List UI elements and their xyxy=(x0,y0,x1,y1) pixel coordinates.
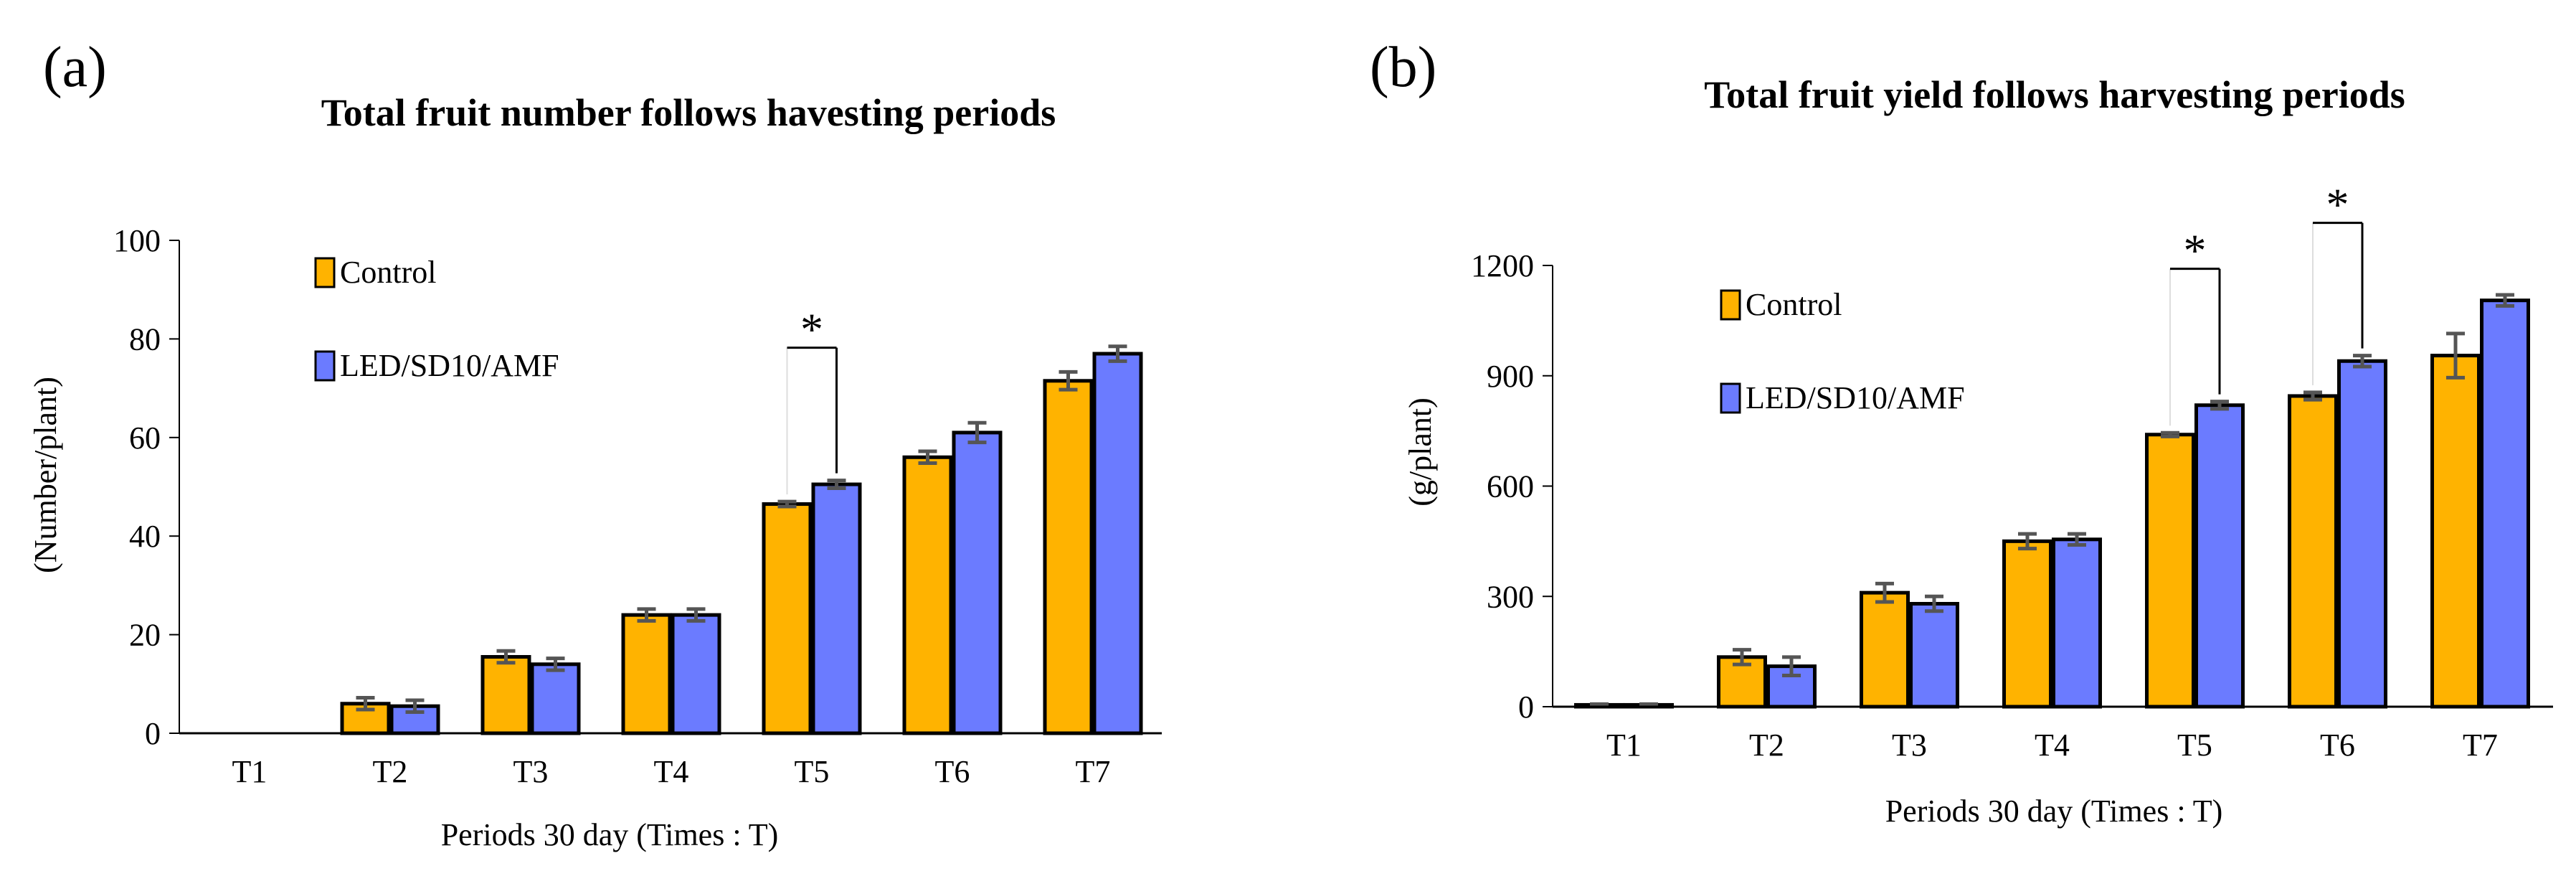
x-tick-label: T6 xyxy=(935,754,970,789)
y-tick-label: 0 xyxy=(1518,689,1534,725)
significance-label: * xyxy=(2184,225,2207,276)
error-bar xyxy=(2353,354,2372,369)
bar-led-sd10-amf-t5 xyxy=(2194,403,2245,709)
error-bar xyxy=(1733,648,1751,667)
x-tick-label: T6 xyxy=(2320,728,2355,763)
bar-led-sd10-amf-t6 xyxy=(952,430,1003,735)
bar-led-sd10-amf-t6 xyxy=(2337,359,2387,709)
significance-bracket-t5: * xyxy=(786,304,838,495)
bar-led-sd10-amf-t7 xyxy=(2480,298,2530,709)
error-bar xyxy=(2303,390,2322,402)
plot-area-a: 0 20 40 60 80 100 T1 T2 T3 T4 T5 T6 T7 Control LED/SD1… xyxy=(113,223,1162,789)
bar-led-sd10-amf-t4 xyxy=(2052,537,2102,709)
x-tick-label: T2 xyxy=(1749,728,1784,763)
bar-control-t4 xyxy=(621,613,672,735)
bar-led-sd10-amf-t7 xyxy=(1092,352,1143,735)
error-bar xyxy=(1059,369,1078,392)
x-tick-label: T2 xyxy=(373,754,408,789)
error-bar xyxy=(967,420,987,445)
bar-led-sd10-amf-t4 xyxy=(671,613,721,735)
y-tick-label: 20 xyxy=(129,618,161,653)
error-bar xyxy=(1639,702,1658,707)
y-axis-label-a: (Number/plant) xyxy=(28,377,63,573)
y-tick-label: 1200 xyxy=(1471,248,1534,283)
error-bar xyxy=(546,656,565,672)
error-bar xyxy=(1108,344,1127,363)
legend-label: Control xyxy=(340,255,436,290)
x-tick-label: T3 xyxy=(1892,728,1927,763)
bar-control-t7 xyxy=(2430,354,2481,709)
chart-title-a: Total fruit number follows havesting per… xyxy=(321,91,1056,134)
bar-control-t4 xyxy=(2002,539,2052,709)
x-axis-label-a: Periods 30 day (Times : T) xyxy=(441,817,779,852)
legend-swatch-control xyxy=(314,257,336,288)
bar-control-t5 xyxy=(2145,433,2195,709)
legend-label: Control xyxy=(1746,287,1842,322)
panel-label-a: (a) xyxy=(43,36,107,99)
bar-led-sd10-amf-t3 xyxy=(530,662,581,735)
error-bar xyxy=(2496,293,2514,308)
x-tick-label: T5 xyxy=(2177,728,2212,763)
error-bar xyxy=(777,499,797,509)
x-tick-label: T5 xyxy=(795,754,830,789)
y-axis-label-b: (g/plant) xyxy=(1403,397,1438,507)
chart-title-b: Total fruit yield follows harvesting per… xyxy=(1704,73,2405,116)
plot-area-b: 0 300 600 900 1200 T1 T2 T3 T4 T5 T6 T7 Control LED/S… xyxy=(1471,179,2553,763)
significance-bracket-t6: * xyxy=(2312,179,2364,385)
legend-label: LED/SD10/AMF xyxy=(1746,380,1965,415)
error-bar xyxy=(637,607,656,623)
significance-label: * xyxy=(800,304,823,355)
error-bar xyxy=(1590,702,1609,707)
y-tick-label: 900 xyxy=(1487,359,1534,394)
chart-panel-a: (a) Total fruit number follows havesting… xyxy=(28,36,1162,852)
y-tick-label: 600 xyxy=(1487,469,1534,504)
bar-control-t3 xyxy=(1860,590,1910,709)
y-tick-label: 60 xyxy=(129,420,161,456)
error-bar xyxy=(686,607,706,623)
x-axis-label-b: Periods 30 day (Times : T) xyxy=(1885,794,2223,829)
bar-led-sd10-amf-t3 xyxy=(1909,602,1959,709)
error-bar xyxy=(2068,532,2086,547)
error-bar xyxy=(496,649,516,665)
significance-label: * xyxy=(2326,179,2349,230)
legend-label: LED/SD10/AMF xyxy=(340,348,559,383)
error-bar xyxy=(2446,331,2465,380)
y-tick-label: 300 xyxy=(1487,579,1534,614)
y-tick-label: 100 xyxy=(113,223,161,258)
error-bar xyxy=(356,696,375,712)
error-bar xyxy=(2210,400,2229,411)
x-tick-label: T4 xyxy=(2035,728,2070,763)
y-tick-label: 40 xyxy=(129,519,161,554)
error-bar xyxy=(1875,581,1894,604)
x-tick-label: T3 xyxy=(513,754,549,789)
error-bar xyxy=(405,698,425,714)
bar-control-t3 xyxy=(480,655,531,735)
error-bar xyxy=(1925,594,1943,613)
legend-swatch-control xyxy=(1720,289,1741,321)
bar-control-t6 xyxy=(2288,394,2338,709)
error-bar xyxy=(1782,655,1801,677)
bar-control-t6 xyxy=(902,455,953,735)
bar-control-t5 xyxy=(762,502,813,735)
bar-led-sd10-amf-t5 xyxy=(811,482,862,735)
significance-bracket-t5: * xyxy=(2169,225,2221,426)
error-bar xyxy=(2161,430,2179,438)
x-tick-label: T4 xyxy=(654,754,689,789)
error-bar xyxy=(2018,532,2037,551)
chart-panel-b: (b) Total fruit yield follows harvesting… xyxy=(1370,36,2553,829)
x-tick-label: T7 xyxy=(1076,754,1111,789)
x-tick-label: T1 xyxy=(1606,728,1642,763)
error-bar xyxy=(918,449,937,466)
y-tick-label: 80 xyxy=(129,321,161,357)
error-bar xyxy=(827,479,846,491)
bar-control-t7 xyxy=(1043,379,1094,735)
x-tick-label: T7 xyxy=(2463,728,2498,763)
y-tick-label: 0 xyxy=(145,716,161,751)
legend-swatch-led-sd10-amf xyxy=(1720,382,1741,414)
x-tick-label: T1 xyxy=(232,754,267,789)
legend-swatch-led-sd10-amf xyxy=(314,350,336,382)
panel-label-b: (b) xyxy=(1370,36,1436,99)
